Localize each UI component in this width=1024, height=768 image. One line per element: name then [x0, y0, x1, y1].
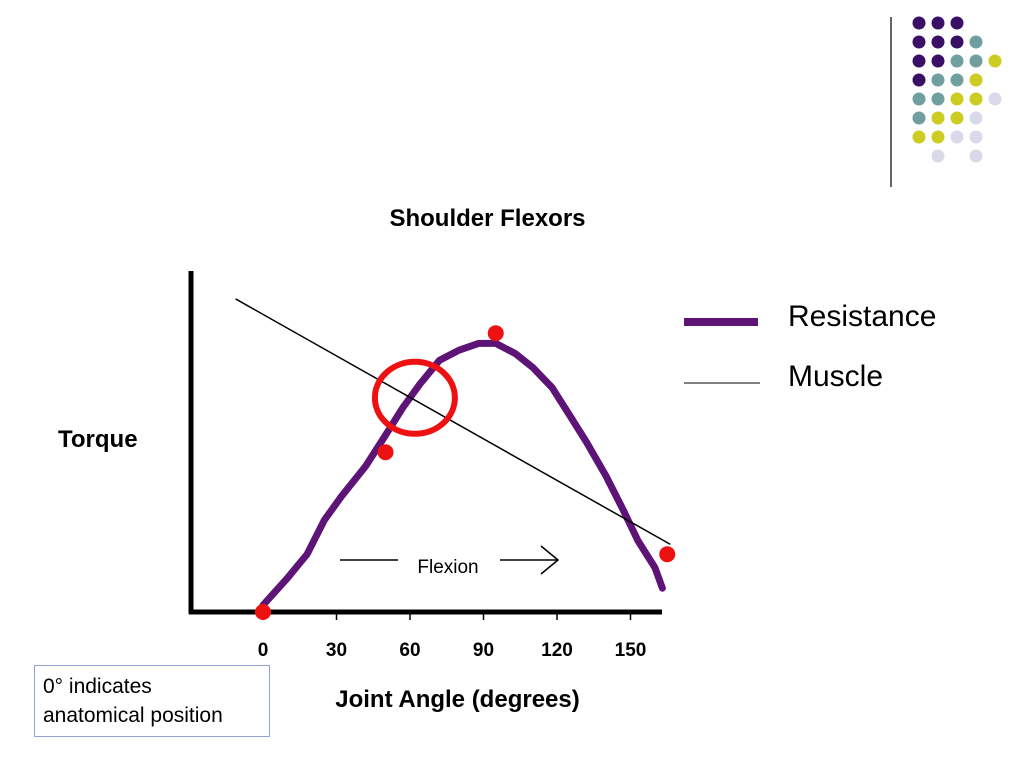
- decorative-dot: [950, 54, 964, 68]
- decorative-dot: [969, 54, 983, 68]
- decorative-dot: [912, 35, 926, 49]
- decorative-dot: [950, 16, 964, 30]
- decorative-dot: [931, 111, 945, 125]
- decorative-dot: [931, 149, 945, 163]
- data-point-marker: [659, 546, 676, 563]
- x-tick-label: 60: [399, 640, 420, 661]
- decorative-dot: [988, 92, 1002, 106]
- data-point-marker: [487, 325, 504, 342]
- decorative-dot: [912, 130, 926, 144]
- note-line-1: 0° indicates: [43, 675, 152, 698]
- legend-label-resistance: Resistance: [788, 300, 937, 333]
- flexion-label: Flexion: [417, 557, 478, 578]
- decorative-dot: [931, 73, 945, 87]
- x-tick-label: 150: [615, 640, 647, 661]
- decorative-dot: [950, 35, 964, 49]
- decorative-dot: [950, 111, 964, 125]
- x-tick-label: 0: [258, 640, 269, 661]
- x-tick-label: 90: [473, 640, 494, 661]
- decorative-dot: [969, 149, 983, 163]
- decorative-dot: [969, 73, 983, 87]
- decorative-dot: [931, 130, 945, 144]
- series-line-muscle: [235, 298, 671, 545]
- chart-legend: [684, 318, 760, 384]
- data-point-marker: [377, 444, 394, 461]
- data-point-marker: [255, 604, 271, 620]
- decorative-dot: [912, 73, 926, 87]
- intersection-highlight-circle: [371, 358, 458, 437]
- chart-title: Shoulder Flexors: [389, 205, 586, 232]
- y-axis-label: Torque: [58, 426, 138, 453]
- decorative-dot: [931, 35, 945, 49]
- series-line-resistance: [259, 339, 666, 609]
- anatomical-position-note: 0° indicates anatomical position: [34, 665, 270, 737]
- decorative-dot: [950, 92, 964, 106]
- x-axis-label: Joint Angle (degrees): [335, 686, 580, 713]
- decorative-dot: [969, 92, 983, 106]
- decorative-dot: [969, 111, 983, 125]
- legend-label-muscle: Muscle: [788, 360, 884, 393]
- decorative-dot: [912, 111, 926, 125]
- x-tick-label: 120: [541, 640, 573, 661]
- decorative-dot: [912, 16, 926, 30]
- flexion-arrowhead-icon: [540, 545, 560, 575]
- decorative-dot: [912, 54, 926, 68]
- decorative-dot: [969, 130, 983, 144]
- x-tick-label: 30: [326, 640, 347, 661]
- decorative-dot: [969, 35, 983, 49]
- decorative-dot: [912, 92, 926, 106]
- decorative-dot: [931, 54, 945, 68]
- decorative-dot: [931, 92, 945, 106]
- decorative-dot: [988, 54, 1002, 68]
- note-line-2: anatomical position: [43, 704, 223, 727]
- decorative-dot: [931, 16, 945, 30]
- flexion-annotation: Flexion: [340, 545, 560, 578]
- decorative-dot: [950, 73, 964, 87]
- decorative-dot: [950, 130, 964, 144]
